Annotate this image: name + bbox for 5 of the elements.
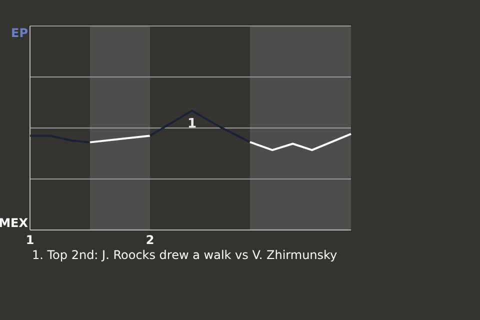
annotation: 1: [187, 116, 197, 132]
x-tick-label: 2: [146, 233, 154, 247]
text: MEX: [0, 216, 29, 230]
text: EP: [11, 26, 28, 40]
text: 1. Top 2nd: J. Roocks drew a walk vs V. Zhirmunsky: [32, 248, 338, 262]
